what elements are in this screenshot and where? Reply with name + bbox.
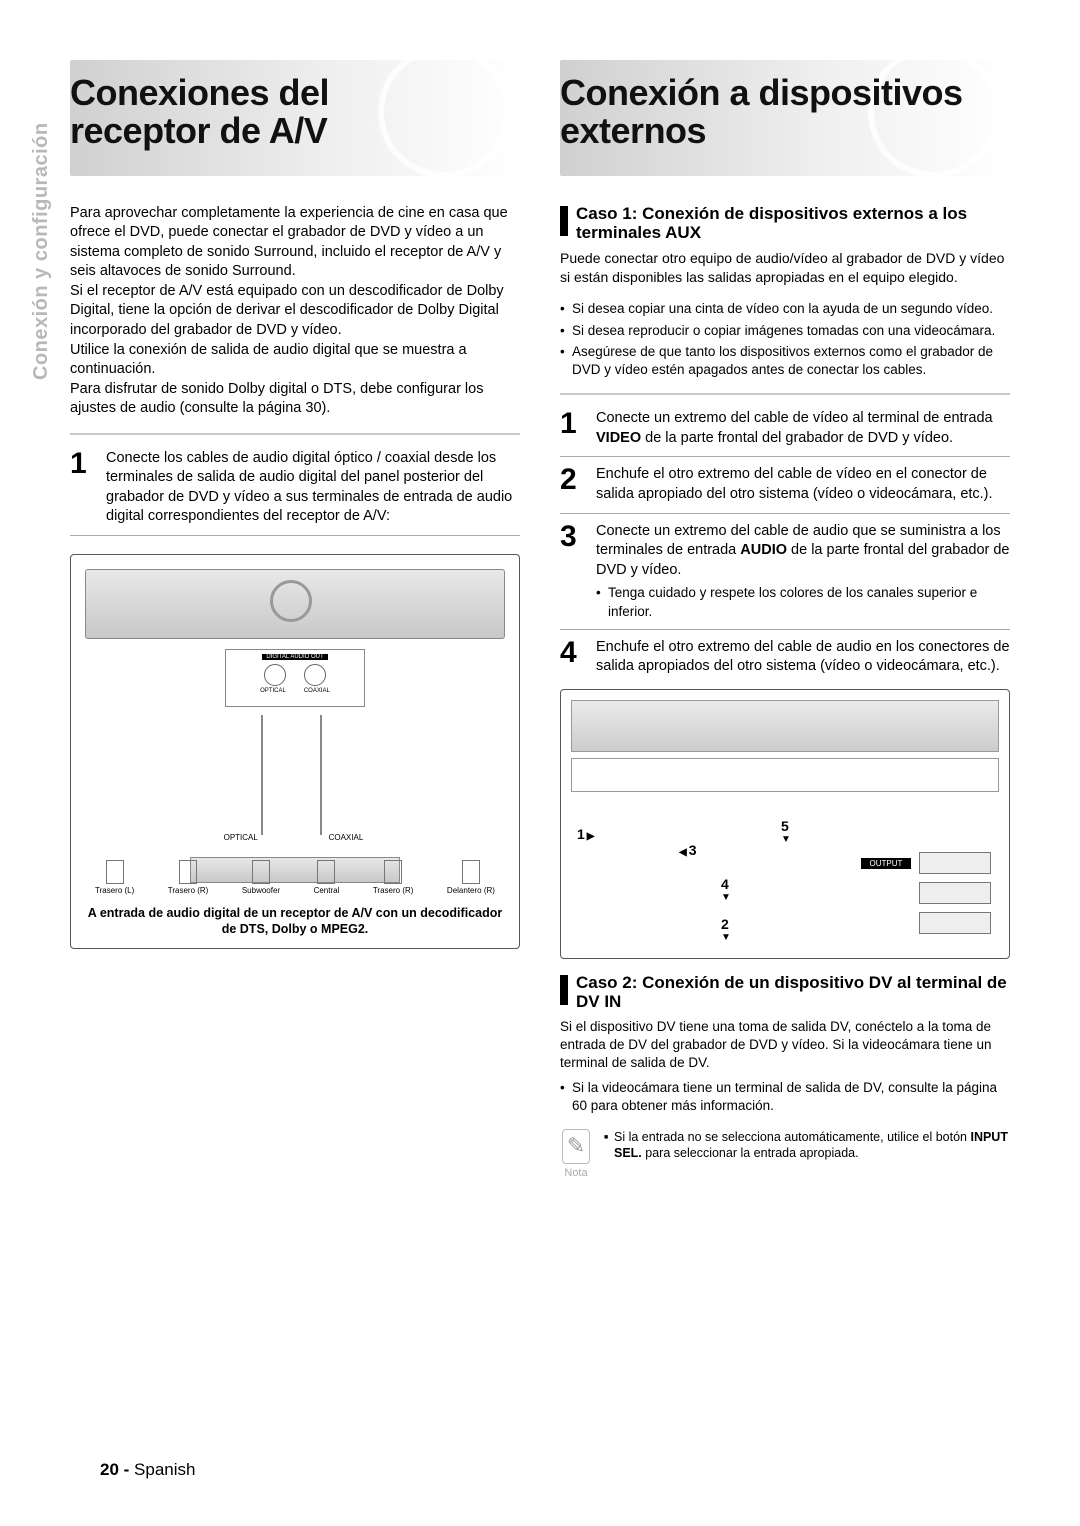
bullet-item: Si desea copiar una cinta de vídeo con l… <box>560 300 1010 318</box>
separator <box>70 433 520 435</box>
left-intro: Para aprovechar completamente la experie… <box>70 204 520 419</box>
note-label: Nota <box>560 1166 592 1180</box>
right-title: Conexión a dispositivos externos <box>560 74 990 150</box>
optical-cable-label: OPTICAL <box>224 833 258 842</box>
speaker-label: Delantero (R) <box>447 860 495 895</box>
note-block: ✎ Nota Si la entrada no se selecciona au… <box>560 1129 1010 1180</box>
diagram-num-5: 5 <box>781 818 791 845</box>
step-text: Enchufe el otro extremo del cable de aud… <box>596 638 1010 677</box>
left-diagram: DIGITAL AUDIO OUT OPTICAL COAXIAL OPTICA… <box>70 554 520 949</box>
note-text: Si la entrada no se selecciona automátic… <box>604 1129 1010 1162</box>
step-number: 1 <box>560 409 586 448</box>
step-text: Conecte los cables de audio digital ópti… <box>106 449 520 527</box>
step-text: Conecte un extremo del cable de audio qu… <box>596 522 1010 621</box>
step-text: Enchufe el otro extremo del cable de víd… <box>596 465 1010 504</box>
thin-rule <box>560 629 1010 630</box>
diagram-num-3: 3 <box>679 842 697 858</box>
right-diagram: 1 3 5 4 2 OUTPUT <box>560 689 1010 959</box>
coaxial-cable-label: COAXIAL <box>329 833 364 842</box>
digital-audio-out-zoom: DIGITAL AUDIO OUT OPTICAL COAXIAL <box>225 649 365 707</box>
case1-heading: Caso 1: Conexión de dispositivos externo… <box>560 204 1010 243</box>
diagram-num-2: 2 <box>721 916 731 943</box>
dvd-icon <box>919 912 991 934</box>
diagram-num-1: 1 <box>577 826 595 842</box>
case2-bullets: Si la videocámara tiene un terminal de s… <box>560 1079 1010 1115</box>
note-icon: ✎ Nota <box>560 1129 592 1180</box>
step-number: 3 <box>560 522 586 621</box>
coaxial-label: COAXIAL <box>304 688 330 694</box>
case1-step-4: 4 Enchufe el otro extremo del cable de a… <box>560 638 1010 677</box>
left-step-1: 1 Conecte los cables de audio digital óp… <box>70 449 520 527</box>
thin-rule <box>560 456 1010 457</box>
left-title-block: Conexiones del receptor de A/V <box>70 60 520 176</box>
coaxial-port-icon <box>304 664 326 686</box>
case2-heading: Caso 2: Conexión de un dispositivo DV al… <box>560 973 1010 1012</box>
case1-step-3: 3 Conecte un extremo del cable de audio … <box>560 522 1010 621</box>
thin-rule <box>70 535 520 536</box>
case1-bullets: Si desea copiar una cinta de vídeo con l… <box>560 300 1010 379</box>
side-tab-label: Conexión y configuración <box>30 122 53 380</box>
page-columns: Conexiones del receptor de A/V Para apro… <box>70 60 1010 1180</box>
output-label: OUTPUT <box>861 858 911 869</box>
bullet-item: Si desea reproducir o copiar imágenes to… <box>560 322 1010 340</box>
speaker-label: Trasero (R) <box>168 860 209 895</box>
connection-map: 1 3 5 4 2 OUTPUT <box>571 798 999 948</box>
thin-rule <box>560 513 1010 514</box>
bullet-item: Si la videocámara tiene un terminal de s… <box>560 1079 1010 1115</box>
step-number: 4 <box>560 638 586 677</box>
right-title-block: Conexión a dispositivos externos <box>560 60 1010 176</box>
step-text: Conecte un extremo del cable de vídeo al… <box>596 409 1010 448</box>
page-footer: 20 - Spanish <box>100 1460 195 1480</box>
speaker-label: Trasero (L) <box>95 860 134 895</box>
right-column: Conexión a dispositivos externos Caso 1:… <box>560 60 1010 1180</box>
case1-step-1: 1 Conecte un extremo del cable de vídeo … <box>560 409 1010 448</box>
left-column: Conexiones del receptor de A/V Para apro… <box>70 60 520 1180</box>
speaker-label: Trasero (R) <box>373 860 414 895</box>
device-front-ports <box>571 758 999 792</box>
speaker-label: Central <box>314 860 340 895</box>
left-title: Conexiones del receptor de A/V <box>70 74 500 150</box>
camcorder-icon <box>919 852 991 874</box>
optical-label: OPTICAL <box>260 688 286 694</box>
vcr-icon <box>919 882 991 904</box>
step-number: 1 <box>70 449 96 527</box>
note-icon-glyph: ✎ <box>562 1129 590 1164</box>
page-number: 20 - <box>100 1460 129 1479</box>
device-rear-panel <box>85 569 505 639</box>
bullet-item: Asegúrese de que tanto los dispositivos … <box>560 343 1010 379</box>
device-front-top <box>571 700 999 752</box>
speaker-label: Subwoofer <box>242 860 280 895</box>
left-diagram-caption: A entrada de audio digital de un recepto… <box>85 905 505 938</box>
optical-port-icon <box>264 664 286 686</box>
digital-audio-out-label: DIGITAL AUDIO OUT <box>262 654 327 660</box>
cable-diagram-area: OPTICAL COAXIAL Trasero (L) Trasero (R) … <box>85 715 505 895</box>
case1-step-2: 2 Enchufe el otro extremo del cable de v… <box>560 465 1010 504</box>
separator <box>560 393 1010 395</box>
diagram-num-4: 4 <box>721 876 731 903</box>
sub-bullet: Tenga cuidado y respete los colores de l… <box>596 584 1010 620</box>
step-number: 2 <box>560 465 586 504</box>
page-language: Spanish <box>134 1460 195 1479</box>
speaker-row: Trasero (L) Trasero (R) Subwoofer Centra… <box>95 860 495 895</box>
case1-intro: Puede conectar otro equipo de audio/víde… <box>560 249 1010 287</box>
case2-body: Si el dispositivo DV tiene una toma de s… <box>560 1018 1010 1073</box>
